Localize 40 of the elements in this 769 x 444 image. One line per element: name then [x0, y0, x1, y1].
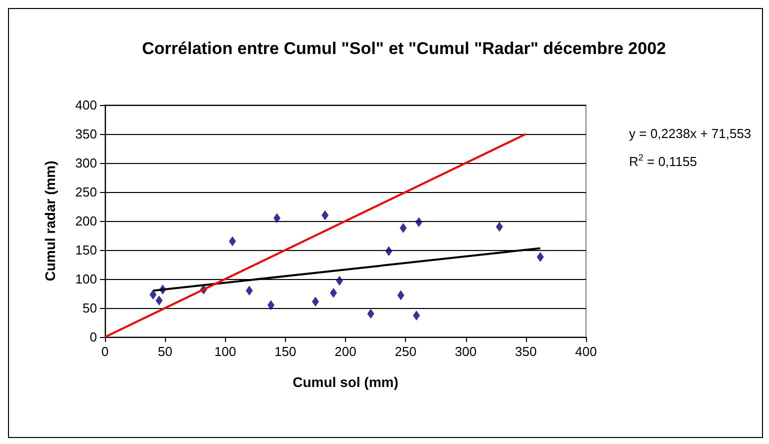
y-tick-label: 0: [90, 330, 97, 344]
point: [367, 308, 374, 319]
y-tick-label: 50: [82, 300, 97, 316]
y-tick-label: 200: [75, 214, 97, 228]
point: [267, 300, 274, 310]
point: [496, 222, 503, 232]
x-tick-label: 0: [101, 344, 109, 359]
x-axis-title: Cumul sol (mm): [292, 374, 398, 390]
point: [400, 222, 407, 233]
point: [330, 288, 337, 298]
point: [228, 236, 236, 246]
point: [322, 210, 329, 220]
point: [336, 276, 343, 286]
point: [246, 286, 253, 296]
x-tick-label: 350: [515, 344, 537, 359]
x-tick-label: 400: [575, 344, 597, 359]
x-tick-label: 50: [158, 344, 172, 359]
point: [273, 213, 280, 224]
point: [312, 296, 319, 307]
point: [412, 310, 420, 321]
x-tick-label: 100: [214, 344, 236, 359]
point: [536, 252, 544, 262]
point: [385, 246, 392, 256]
x-tick-label: 250: [394, 344, 416, 359]
chart-title: Corrélation entre Cumul "Sol" et "Cumul "Radar" décembre 2002: [142, 39, 666, 58]
x-tick-label: 150: [274, 344, 296, 359]
point: [397, 290, 404, 300]
point: [156, 295, 163, 306]
y-tick-label: 350: [75, 126, 97, 142]
y-axis-title: Cumul radar (mm): [42, 160, 58, 282]
y-tick-label: 150: [75, 242, 97, 258]
text: y = 0,2238x + 71,553: [629, 126, 752, 141]
point: [150, 290, 157, 300]
x-tick-label: 200: [334, 344, 356, 359]
x-tick-label: 300: [454, 344, 477, 359]
y-tick-label: 250: [75, 184, 97, 200]
y-tick-label: 400: [75, 98, 97, 112]
y-tick-label: 100: [75, 272, 97, 286]
point: [415, 217, 422, 228]
y-tick-label: 300: [75, 156, 97, 170]
